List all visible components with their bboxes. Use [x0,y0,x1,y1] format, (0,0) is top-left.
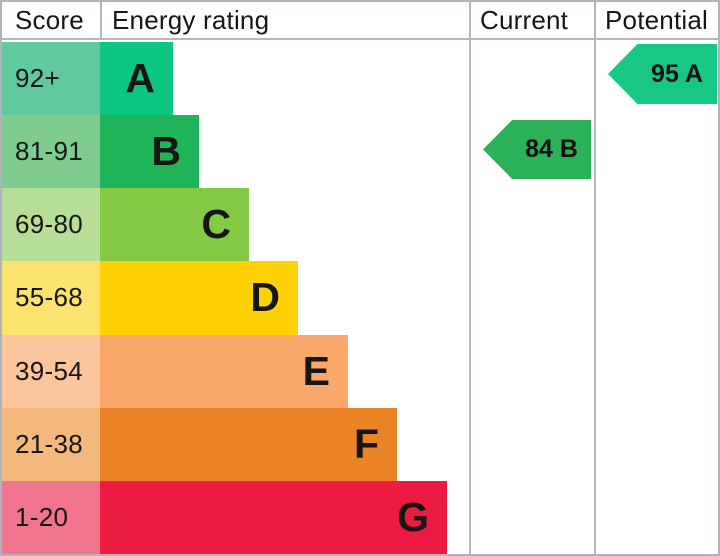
rating-bar-c: C [100,188,249,262]
rating-bar-e: E [100,334,348,408]
header-score-label: Score [15,4,84,35]
score-cell-a: 92+ [2,42,100,116]
rating-bar-a: A [100,42,173,116]
current-column-divider [469,2,471,554]
rating-row-d: 55-68 D [2,261,718,335]
header-current-label: Current [480,4,569,35]
rating-row-a: 92+ A [2,42,718,116]
rating-row-c: 69-80 C [2,188,718,262]
rating-bar-g: G [100,480,447,554]
rating-row-g: 1-20 G [2,480,718,554]
rating-row-e: 39-54 E [2,334,718,408]
rating-rows: 92+ A 81-91 B 69-80 C 55-68 D 39-54 E 21… [2,42,718,554]
rating-bar-d: D [100,261,298,335]
score-column-divider [100,2,102,40]
score-cell-d: 55-68 [2,261,100,335]
header-energy-rating-label: Energy rating [112,4,270,35]
score-cell-f: 21-38 [2,407,100,481]
header-row: Score Energy rating Current Potential [2,2,718,40]
rating-bar-b: B [100,115,199,189]
score-cell-b: 81-91 [2,115,100,189]
potential-rating-marker: 95 A [608,44,717,104]
header-potential-label: Potential [605,4,708,35]
rating-bar-f: F [100,407,397,481]
score-cell-e: 39-54 [2,334,100,408]
score-cell-c: 69-80 [2,188,100,262]
rating-row-f: 21-38 F [2,407,718,481]
potential-column-divider [594,2,596,554]
rating-row-b: 81-91 B [2,115,718,189]
score-cell-g: 1-20 [2,480,100,554]
